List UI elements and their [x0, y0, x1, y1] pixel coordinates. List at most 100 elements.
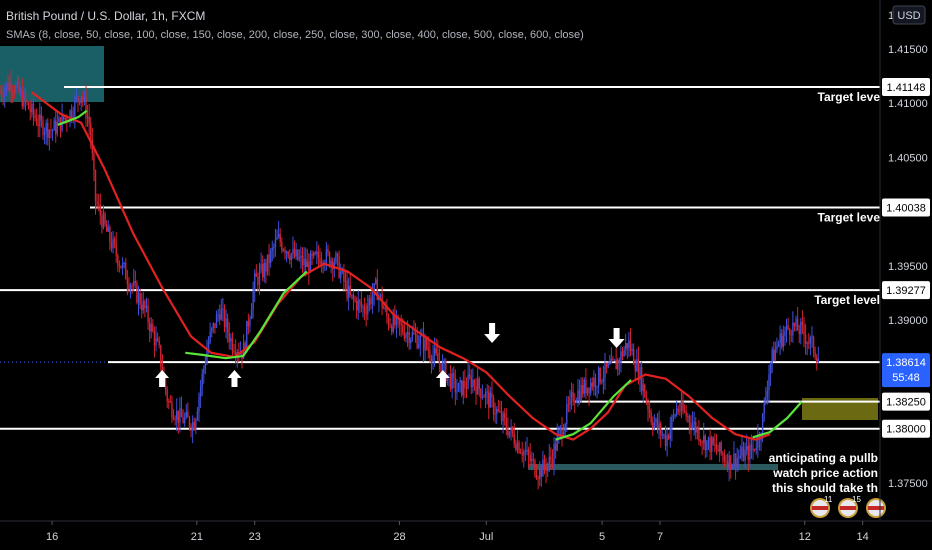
candle-body [745, 446, 748, 451]
candle-body [494, 413, 496, 415]
teal-zone [0, 46, 104, 102]
candle-body [601, 381, 603, 383]
candle-body [554, 444, 557, 451]
candle-body [418, 344, 420, 348]
candle-body [62, 114, 65, 120]
candle-body [577, 390, 579, 402]
candle-body [691, 424, 694, 429]
candle-body [289, 256, 291, 261]
candle-body [488, 391, 490, 408]
candle-body [661, 434, 664, 436]
level-price-badge [882, 78, 930, 97]
candle-body [653, 422, 656, 428]
candle-body [733, 453, 735, 465]
candle-body [411, 332, 414, 340]
candle-body [782, 335, 785, 347]
candle-body [472, 380, 474, 388]
candle-body [457, 383, 460, 392]
candle-body [500, 411, 503, 422]
candle-body [304, 258, 307, 268]
candle-body [121, 263, 124, 268]
candle-body [250, 309, 253, 319]
candle-body [429, 350, 431, 358]
candle-body [320, 262, 323, 264]
candle-body [263, 262, 265, 278]
candle-body [90, 123, 92, 140]
candle-body [636, 359, 638, 372]
candle-body [153, 331, 156, 346]
candle-body [722, 452, 724, 456]
candle-body [765, 397, 767, 403]
candle-body [640, 367, 643, 392]
candle-body [172, 417, 175, 420]
candle-body [362, 306, 364, 308]
price-tick-label: 1.37500 [888, 478, 928, 490]
candle-body [779, 333, 781, 344]
candle-body [809, 337, 812, 344]
level-price-label: 1.38000 [886, 424, 926, 436]
level-price-label: 1.38614 [886, 357, 926, 369]
candle-body [468, 374, 471, 377]
candle-body [734, 453, 737, 468]
candle-body [497, 409, 500, 412]
candle-body [801, 321, 804, 325]
candle-body [650, 413, 652, 423]
candle-body [524, 451, 527, 453]
candle-body [344, 280, 347, 282]
candle-body [35, 118, 38, 125]
candle-body [347, 285, 350, 298]
candle-body [390, 326, 393, 332]
candle-body [279, 233, 281, 242]
sma-green-line [555, 379, 632, 441]
level-price-label: 1.40038 [886, 203, 926, 215]
candle-body [234, 352, 237, 356]
candle-body [610, 358, 613, 364]
candle-body [23, 93, 25, 107]
candle-body [32, 103, 35, 115]
candle-body [741, 446, 743, 457]
candle-body [709, 437, 711, 453]
candle-body [645, 397, 648, 402]
candle-body [328, 252, 331, 266]
candle-body [308, 261, 310, 273]
candle-body [755, 447, 757, 450]
candle-body [233, 350, 235, 353]
candle-body [680, 401, 683, 412]
candle-body [693, 421, 695, 425]
candle-body [203, 368, 205, 374]
candle-body [231, 338, 234, 351]
candle-body [744, 450, 746, 461]
candle-body [448, 373, 450, 375]
candle-body [392, 314, 394, 332]
candle-body [123, 262, 125, 264]
candle-body [360, 301, 363, 307]
indicator-legend[interactable]: SMAs (8, close, 50, close, 100, close, 1… [6, 29, 584, 41]
level-price-badges: 1.41148 1.40038 1.39277 1.38614 55:48 1.38250… [882, 78, 930, 438]
price-tick-label: 1.40500 [888, 152, 928, 164]
candle-body [16, 81, 19, 85]
symbol-title[interactable]: British Pound / U.S. Dollar, 1h, FXCM [6, 9, 206, 23]
candle-body [559, 427, 562, 431]
candle-body [371, 295, 374, 305]
candle-body [481, 396, 484, 398]
candle-body [660, 423, 662, 435]
candle-body [441, 362, 444, 374]
candle-body [492, 397, 495, 414]
candle-body [338, 255, 340, 278]
candle-body [120, 265, 122, 268]
candle-body [726, 461, 729, 470]
candle-body [179, 408, 181, 423]
candle-body [704, 435, 707, 451]
candle-body [207, 341, 210, 351]
candle-body [586, 387, 589, 394]
time-tick-label: 7 [657, 531, 663, 543]
candle-body [408, 332, 410, 344]
candle-body [317, 251, 320, 258]
candle-body [717, 449, 719, 452]
currency-button[interactable]: USD [892, 5, 926, 25]
level-price-label: 1.39277 [886, 285, 926, 297]
candle-body [325, 249, 328, 264]
candle-body [445, 361, 447, 382]
candle-body [424, 338, 426, 351]
